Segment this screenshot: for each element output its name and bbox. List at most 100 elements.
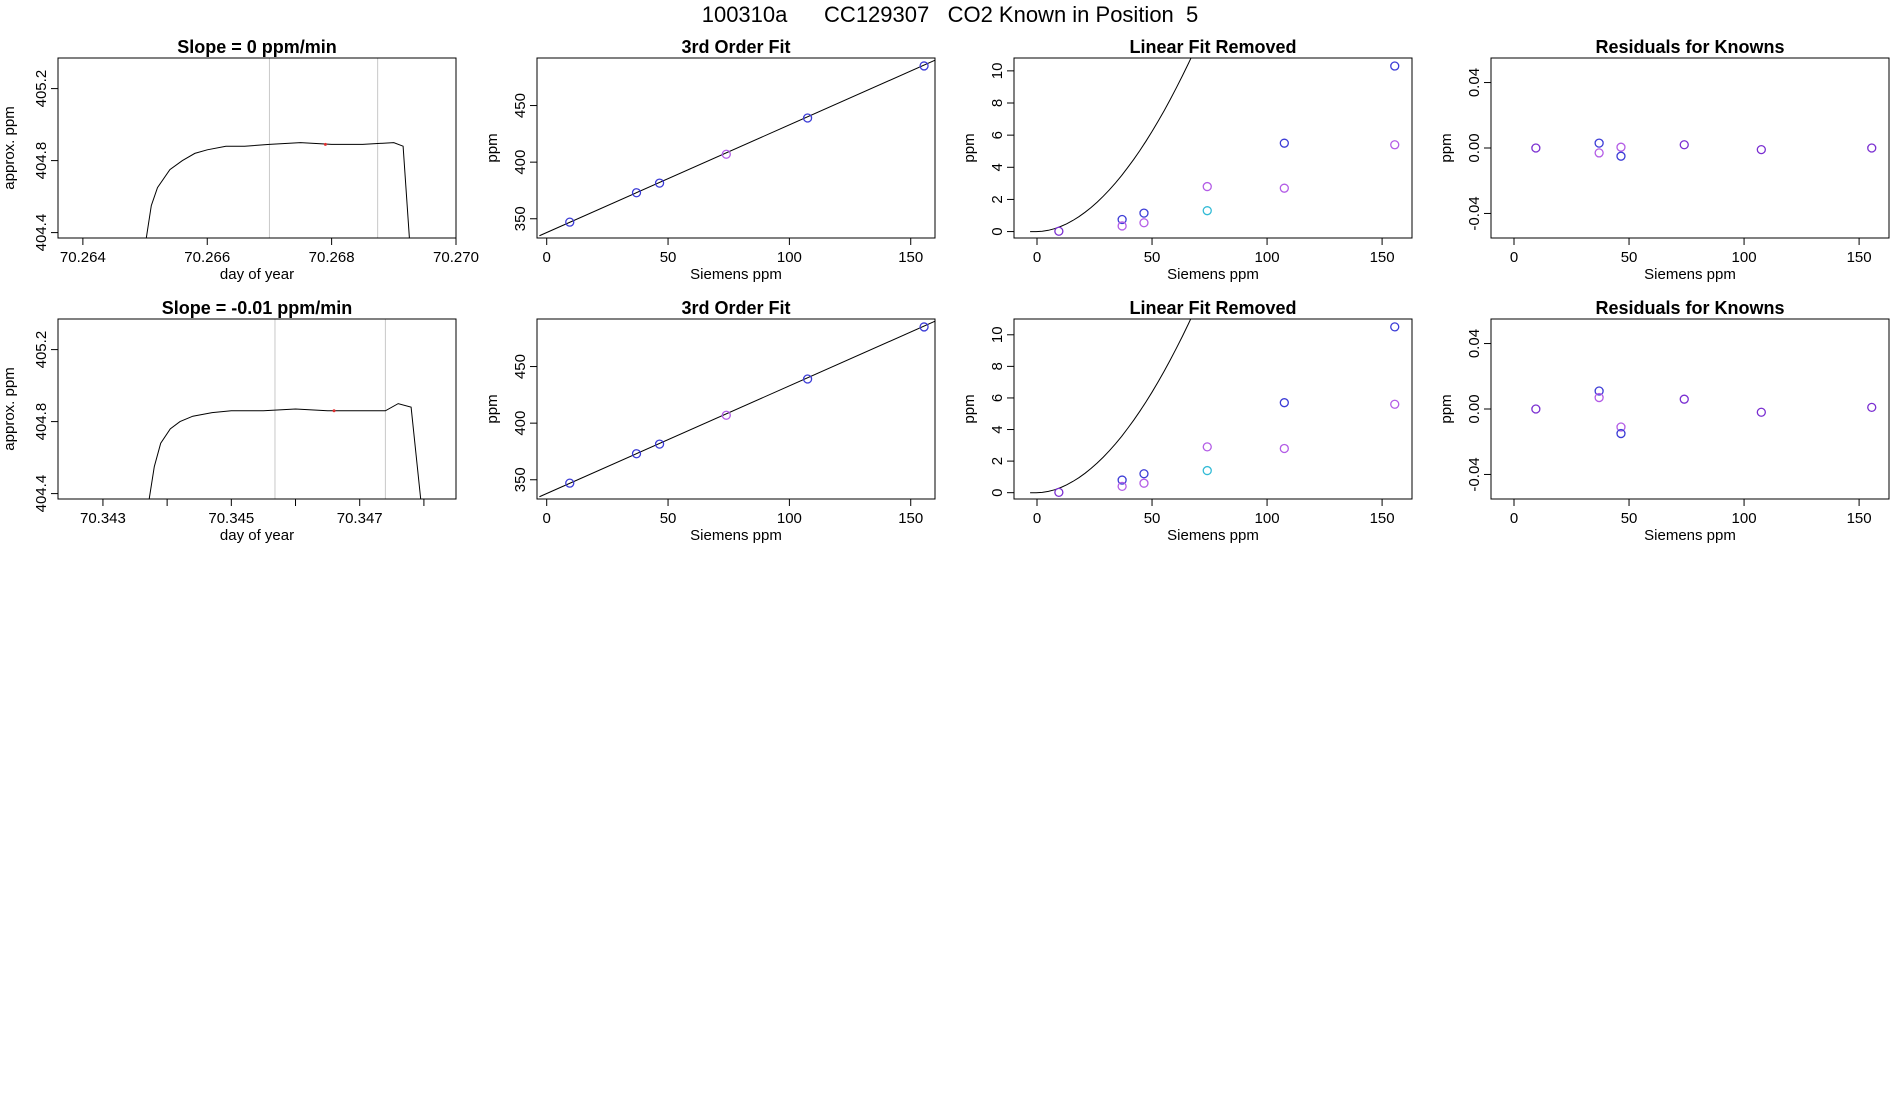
data-point: [1390, 399, 1400, 409]
x-tick-label: 150: [1370, 510, 1395, 527]
data-point: [1117, 214, 1127, 225]
data-point: [1390, 61, 1400, 71]
chart-data-layer: [1030, 319, 1400, 498]
data-point: [721, 410, 731, 420]
y-tick-label: 4: [989, 425, 1006, 433]
plot-frame: [536, 318, 936, 500]
x-tick-label: 150: [898, 249, 923, 266]
y-tick-label: 405.2: [33, 331, 50, 369]
x-axis-label: Siemens ppm: [1167, 527, 1259, 544]
y-tick-label: 2: [989, 195, 1006, 203]
y-tick-label: 6: [989, 394, 1006, 402]
chart-panel-r1c3: Linear Fit Removed 0 50 100 150 0 2 4 6 8 10 Siemen…: [961, 37, 1413, 283]
data-point: [1531, 404, 1541, 414]
plot-frame: [1013, 57, 1413, 239]
fit-curve: [1030, 319, 1192, 494]
y-tick-label: 10: [989, 63, 1006, 80]
trace-line: [145, 142, 410, 238]
y-axis-label: ppm: [961, 394, 978, 423]
data-point: [1756, 407, 1766, 417]
chart-panel-r1c4: Residuals for Knowns 0 50 100 150 -0.04 0.00 0.…: [1438, 37, 1890, 283]
y-tick-label: 404.8: [33, 403, 50, 441]
data-point: [919, 61, 929, 71]
x-tick-label: 70.264: [60, 249, 106, 266]
y-axis-label: ppm: [1438, 394, 1455, 423]
data-point: [1390, 322, 1400, 332]
x-tick-label: 70.270: [433, 249, 479, 266]
y-tick-label: 0.00: [1466, 133, 1483, 162]
y-tick-label: 450: [512, 93, 529, 118]
data-point: [1202, 206, 1212, 216]
data-point: [565, 478, 575, 488]
data-point: [1616, 151, 1626, 161]
y-tick-label: 10: [989, 326, 1006, 343]
fit-line: [539, 320, 935, 498]
data-point: [1202, 465, 1212, 476]
trace-line: [148, 403, 422, 499]
data-point: [1279, 398, 1289, 408]
data-point: [1117, 475, 1127, 485]
x-axis-label: day of year: [220, 266, 294, 283]
x-axis-label: Siemens ppm: [1167, 266, 1259, 283]
x-axis-label: Siemens ppm: [1644, 527, 1736, 544]
plot-frame: [536, 57, 936, 239]
x-tick-label: 150: [1847, 510, 1872, 527]
chart-title: 3rd Order Fit: [681, 298, 790, 318]
chart-data-layer: [148, 319, 422, 499]
y-tick-label: 0: [989, 489, 1006, 497]
chart-data-layer: [145, 58, 410, 238]
x-tick-label: 70.343: [80, 510, 126, 527]
x-tick-label: 50: [1621, 249, 1638, 266]
figure-title: 100310a CC129307 CO2 Known in Position 5: [701, 2, 1199, 27]
x-tick-label: 70.345: [208, 510, 254, 527]
data-point: [1594, 386, 1604, 396]
chart-data-layer: [1030, 58, 1400, 236]
chart-title: Residuals for Knowns: [1595, 298, 1784, 318]
y-axis-label: ppm: [961, 133, 978, 162]
y-axis-label: ppm: [1438, 133, 1455, 162]
y-axis-label: approx. ppm: [1, 367, 18, 450]
x-tick-label: 50: [1621, 510, 1638, 527]
y-tick-label: 6: [989, 131, 1006, 139]
x-tick-label: 50: [660, 249, 677, 266]
data-point: [1594, 148, 1604, 158]
data-point: [1139, 469, 1149, 479]
data-point: [1117, 481, 1127, 492]
plot-frame: [57, 318, 457, 500]
data-point: [1867, 143, 1877, 153]
chart-data-layer: [539, 59, 935, 237]
data-point: [1594, 138, 1604, 148]
data-point: [1139, 478, 1149, 488]
y-tick-label: 450: [512, 354, 529, 379]
plot-frame: [1490, 57, 1890, 239]
data-point: [1279, 138, 1289, 148]
x-tick-label: 0: [1033, 510, 1041, 527]
data-point: [1054, 487, 1064, 498]
x-tick-label: 70.266: [184, 249, 230, 266]
y-tick-label: 8: [989, 99, 1006, 107]
chart-title: 3rd Order Fit: [681, 37, 790, 57]
x-tick-label: 100: [1255, 249, 1280, 266]
x-tick-label: 0: [1033, 249, 1041, 266]
x-tick-label: 70.268: [309, 249, 355, 266]
data-point: [1594, 392, 1604, 403]
y-tick-label: -0.04: [1466, 457, 1483, 491]
x-tick-label: 150: [898, 510, 923, 527]
y-tick-label: 8: [989, 362, 1006, 370]
y-tick-label: 0.00: [1466, 394, 1483, 423]
fit-line: [539, 59, 935, 237]
data-point: [1054, 226, 1064, 236]
x-axis-label: Siemens ppm: [690, 527, 782, 544]
y-tick-label: 0.04: [1466, 329, 1483, 358]
plot-frame: [1013, 318, 1413, 500]
y-tick-label: 404.4: [33, 475, 50, 513]
data-point: [565, 217, 575, 227]
data-point: [1279, 443, 1289, 454]
data-point: [1679, 140, 1689, 150]
x-tick-label: 0: [1510, 510, 1518, 527]
y-tick-label: 400: [512, 150, 529, 175]
y-axis-label: ppm: [484, 133, 501, 162]
chart-panel-r1c2: 3rd Order Fit 0 50 100 150 350 400 450 Siemens p…: [484, 37, 936, 283]
x-tick-label: 100: [777, 510, 802, 527]
